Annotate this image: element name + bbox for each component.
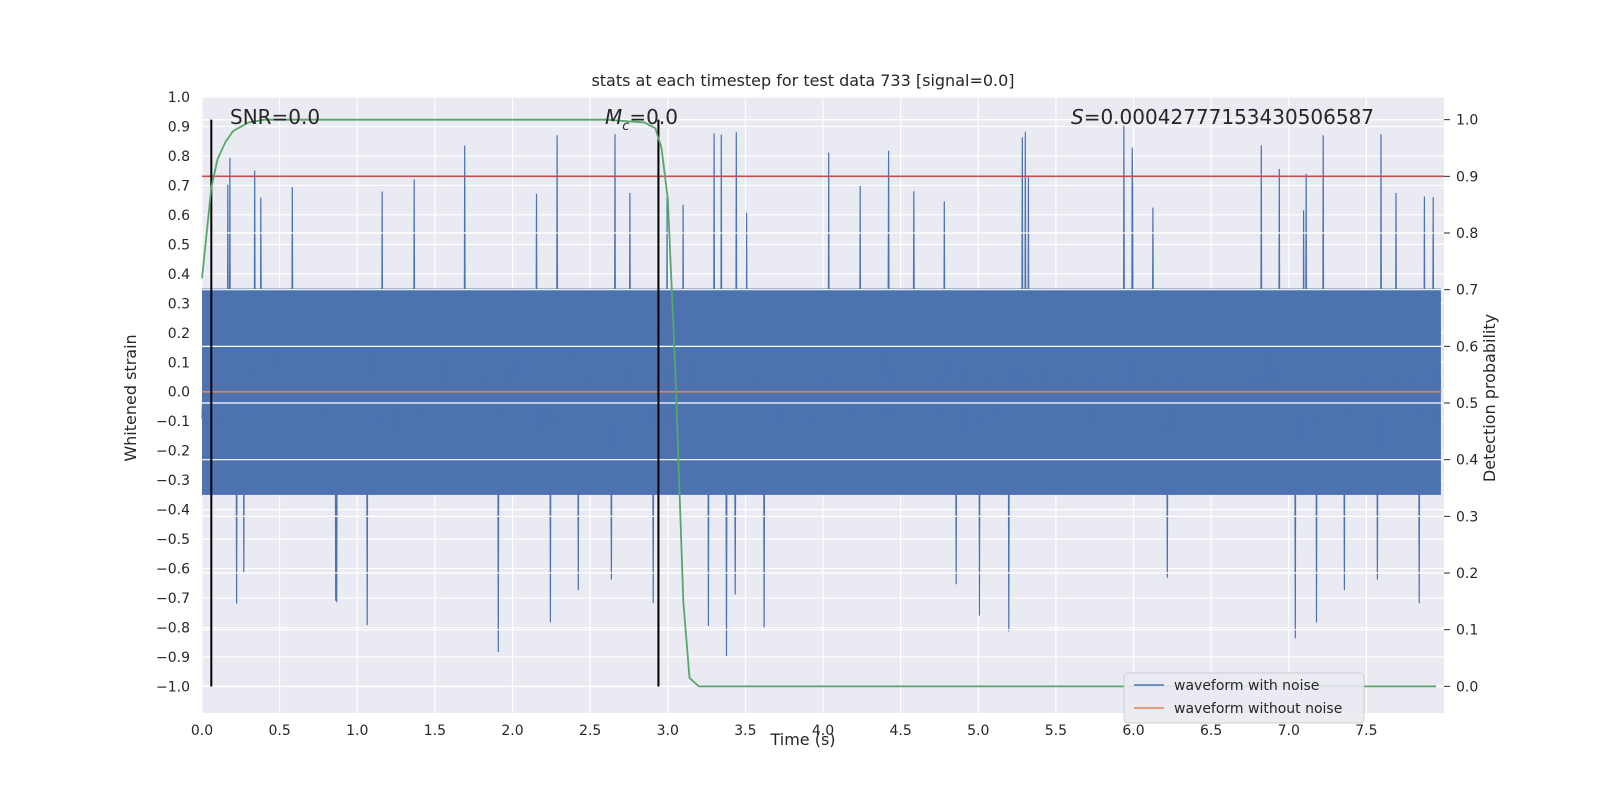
x-tick-label: 4.0: [812, 723, 834, 739]
s-symbol: S: [1071, 105, 1084, 129]
legend-entry-waveform-with-noise: waveform with noise: [1174, 678, 1319, 694]
x-axis-ticks: 0.0 0.5 1.0 1.5 2.0 2.5 3.0 3.5 4.0 4.5 5.0 5.5 6.0 6…: [191, 723, 1378, 739]
y-tick-label: −1.0: [156, 679, 190, 695]
y-tick-label: 0.6: [168, 208, 190, 224]
noise-trace: [201, 125, 1442, 657]
snr-annotation: SNR=0.0: [230, 105, 320, 129]
x-tick-label: 6.5: [1200, 723, 1222, 739]
x-tick-label: 7.0: [1278, 723, 1300, 739]
y-tick-label: 0.2: [168, 326, 190, 342]
x-axis-label: Time (s): [769, 730, 835, 749]
chart-title: stats at each timestep for test data 733…: [591, 71, 1014, 90]
y-tick-label: −0.7: [156, 591, 190, 607]
y-tick-label: −0.9: [156, 650, 190, 666]
x-tick-label: 2.5: [579, 723, 601, 739]
x-tick-label: 5.0: [967, 723, 989, 739]
y2-tick-label: 1.0: [1456, 113, 1478, 129]
y2-tick-label: 0.0: [1456, 679, 1478, 695]
x-tick-label: 6.0: [1122, 723, 1144, 739]
y-axis-label: Whitened strain: [121, 334, 140, 461]
y2-axis-ticks: 1.0 0.9 0.8 0.7 0.6 0.5 0.4 0.3 0.2 0.1 0.0: [1444, 113, 1478, 695]
legend: waveform with noise waveform without noi…: [1123, 672, 1365, 724]
y2-tick-label: 0.7: [1456, 283, 1478, 299]
y-axis-ticks: 1.0 0.9 0.8 0.7 0.6 0.5 0.4 0.3 0.2 0.1 0.0 −0.1 −0.…: [156, 90, 190, 695]
y-tick-label: 0.9: [168, 119, 190, 135]
x-tick-label: 0.0: [191, 723, 213, 739]
y-tick-label: −0.8: [156, 621, 190, 637]
x-tick-label: 2.0: [501, 723, 523, 739]
y2-tick-label: 0.6: [1456, 339, 1478, 355]
y-tick-label: 0.7: [168, 178, 190, 194]
chirp-mass-symbol: M: [605, 105, 622, 129]
y-tick-label: 0.1: [168, 355, 190, 371]
x-tick-label: 5.5: [1045, 723, 1067, 739]
y-tick-label: −0.6: [156, 562, 190, 578]
y-tick-label: 0.5: [168, 237, 190, 253]
y2-tick-label: 0.2: [1456, 566, 1478, 582]
y2-tick-label: 0.1: [1456, 623, 1478, 639]
y-tick-label: 0.0: [168, 385, 190, 401]
x-tick-label: 3.5: [734, 723, 756, 739]
y2-axis-label: Detection probability: [1480, 314, 1499, 482]
y2-tick-label: 0.3: [1456, 509, 1478, 525]
y2-tick-label: 0.4: [1456, 453, 1478, 469]
y-tick-label: −0.1: [156, 414, 190, 430]
chirp-mass-subscript: c: [622, 119, 629, 134]
x-tick-label: 0.5: [268, 723, 290, 739]
x-tick-label: 3.0: [657, 723, 679, 739]
y-tick-label: −0.2: [156, 444, 190, 460]
series-detection-probability: [201, 118, 1437, 688]
y-tick-label: 1.0: [168, 90, 190, 106]
y-tick-label: 0.4: [168, 267, 190, 283]
x-tick-label: 7.5: [1355, 723, 1377, 739]
legend-entry-waveform-without-noise: waveform without noise: [1174, 701, 1342, 717]
y-tick-label: 0.3: [168, 296, 190, 312]
y-tick-label: −0.5: [156, 532, 190, 548]
vertical-markers: [210, 119, 660, 687]
y2-tick-label: 0.9: [1456, 169, 1478, 185]
s-annotation: S=0.00042777153430506587: [1071, 105, 1374, 129]
y-tick-label: 0.8: [168, 149, 190, 165]
y2-tick-label: 0.8: [1456, 226, 1478, 242]
y2-tick-label: 0.5: [1456, 396, 1478, 412]
s-value: =0.00042777153430506587: [1084, 105, 1374, 129]
y-tick-label: −0.3: [156, 473, 190, 489]
x-tick-label: 4.5: [889, 723, 911, 739]
x-tick-label: 1.0: [346, 723, 368, 739]
x-tick-label: 1.5: [424, 723, 446, 739]
y-tick-label: −0.4: [156, 503, 190, 519]
chirp-mass-value: =0.0: [629, 105, 678, 129]
chirp-mass-annotation: Mc=0.0: [605, 105, 678, 134]
